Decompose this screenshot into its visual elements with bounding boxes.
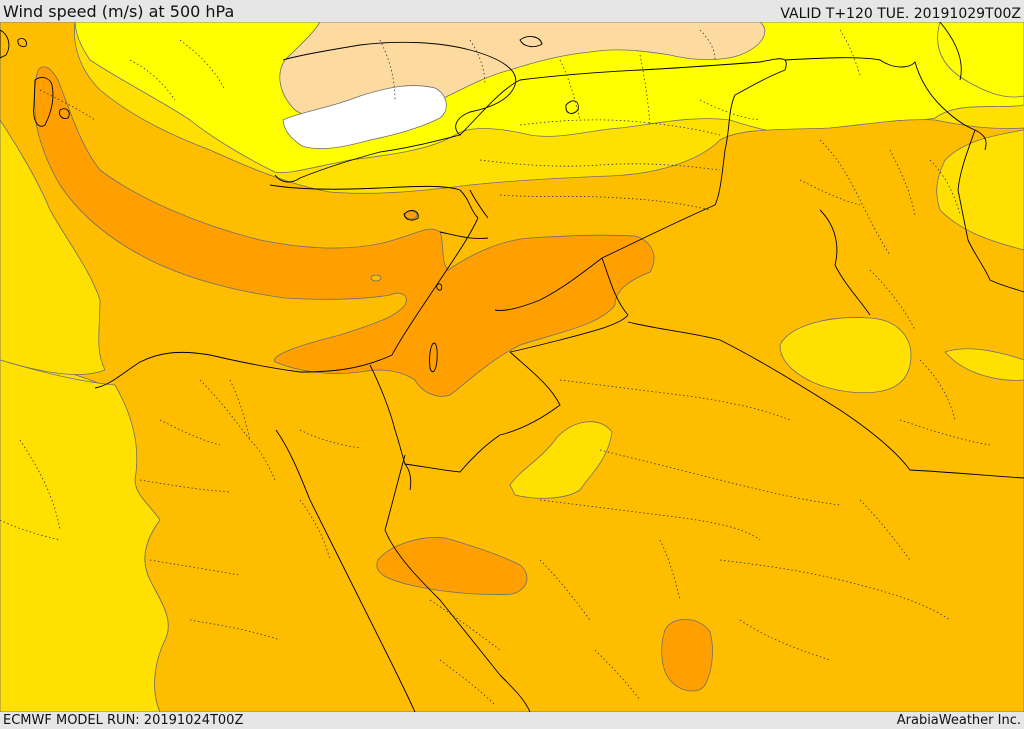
map-title: Wind speed (m/s) at 500 hPa xyxy=(3,2,235,21)
band-yellow-east-oval xyxy=(779,317,912,394)
band-white xyxy=(282,85,447,150)
model-run-label: ECMWF MODEL RUN: 20191024T00Z xyxy=(3,713,244,728)
provider-label: ArabiaWeather Inc. xyxy=(896,713,1021,728)
band-light-yellow-east xyxy=(937,22,1024,98)
map-canvas xyxy=(0,22,1024,712)
band-orange-arabia-south xyxy=(661,618,713,692)
band-yellow-east-edge xyxy=(944,348,1024,381)
map-footer: ECMWF MODEL RUN: 20191024T00Z ArabiaWeat… xyxy=(0,712,1024,729)
valid-time-label: VALID T+120 TUE. 20191029T00Z xyxy=(780,6,1021,22)
coastlines xyxy=(0,22,962,712)
small-contour-2 xyxy=(370,274,382,282)
map-header: Wind speed (m/s) at 500 hPa VALID T+120 … xyxy=(0,0,1024,22)
wind-speed-map xyxy=(0,22,1024,712)
band-yellow-ne xyxy=(936,129,1024,251)
band-yellow-southwest xyxy=(0,359,169,712)
band-yellow-jordan-oval xyxy=(509,421,613,499)
band-orange-jet xyxy=(34,66,655,397)
band-orange-sinai xyxy=(376,537,528,595)
small-contour-1 xyxy=(404,210,418,220)
province-borders xyxy=(0,29,991,706)
band-yellow-west-inner xyxy=(0,119,106,375)
country-borders xyxy=(369,57,1024,491)
